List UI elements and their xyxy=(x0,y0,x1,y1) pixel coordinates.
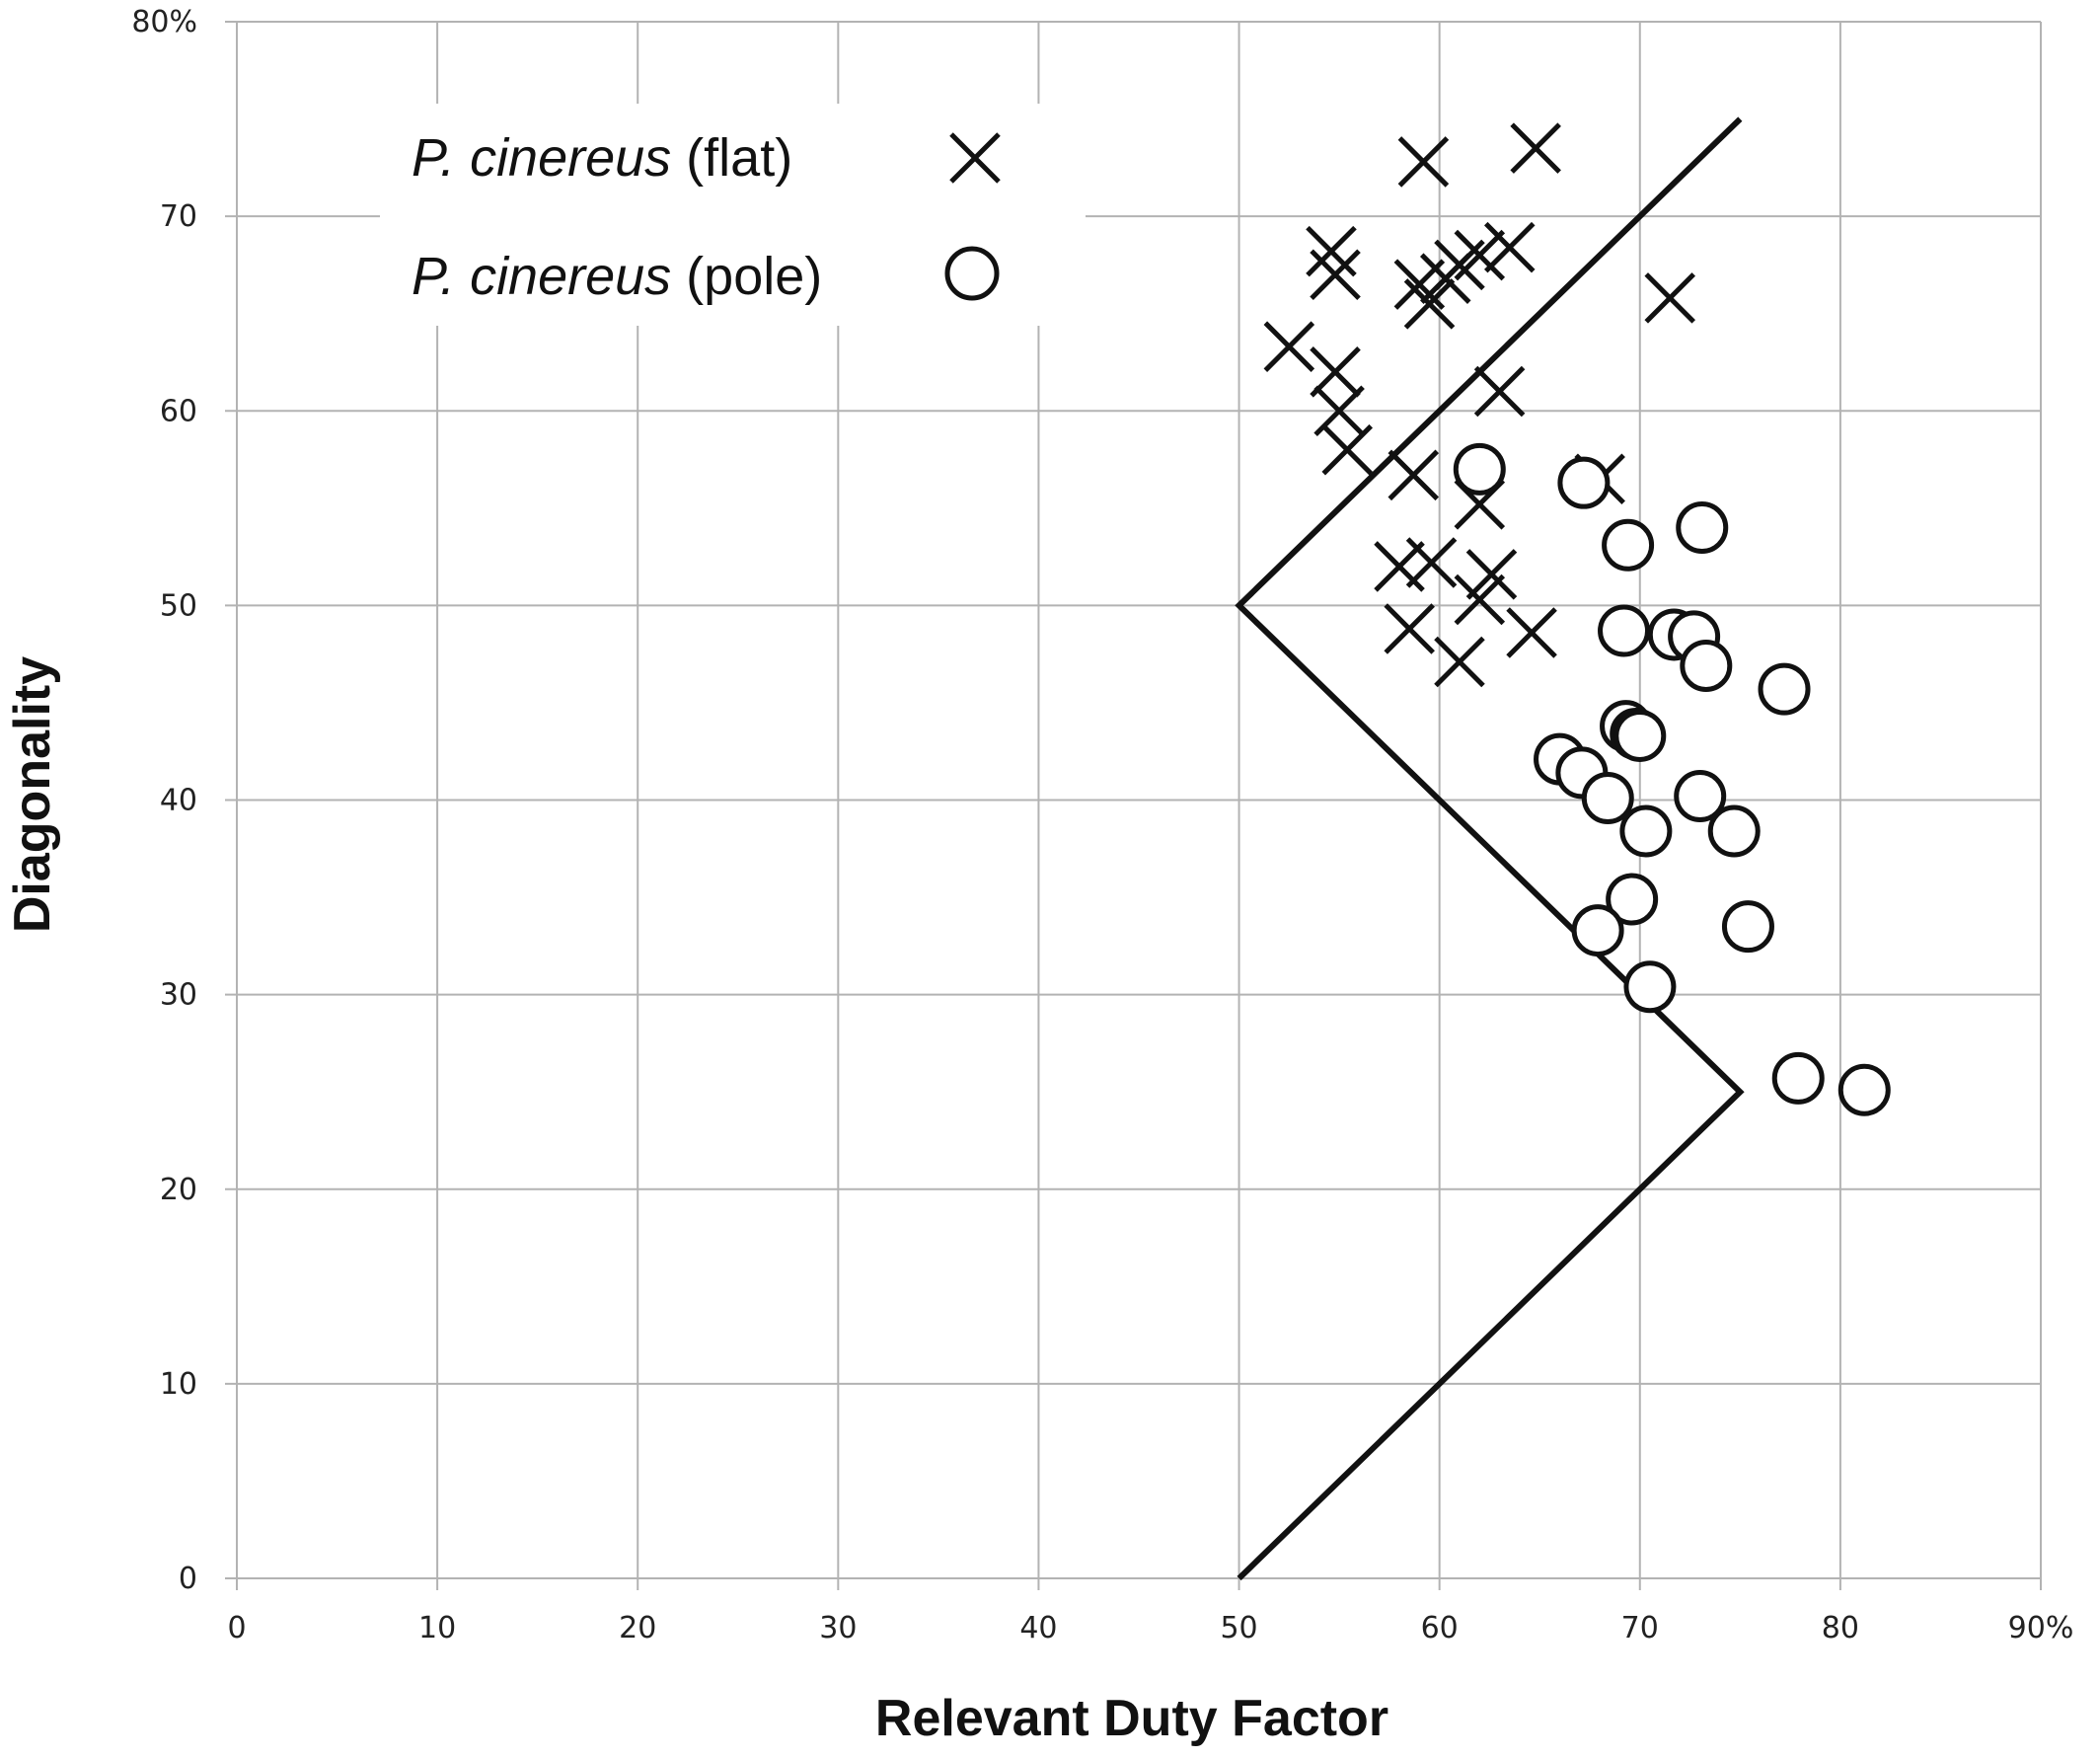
y-tick-label: 50 xyxy=(160,588,197,623)
y-tick-label: 80% xyxy=(131,5,197,39)
data-points xyxy=(1263,122,1891,1116)
pole-point-circle-mark xyxy=(1453,442,1506,496)
flat-point-x-mark xyxy=(1454,574,1506,626)
flat-point-x-mark xyxy=(1263,321,1315,372)
pole-point-circle-mark xyxy=(1602,518,1655,572)
y-tick-label: 0 xyxy=(179,1562,197,1596)
flat-point-x-mark xyxy=(1473,365,1526,418)
pole-point-circle-mark xyxy=(1623,960,1677,1014)
legend-label-flat: P. cinereus (flat) xyxy=(412,128,792,188)
x-tick-label: 30 xyxy=(819,1611,857,1645)
pole-point-circle-mark xyxy=(1557,456,1611,509)
legend-label-pole: P. cinereus (pole) xyxy=(412,247,822,306)
flat-point-x-mark xyxy=(1483,221,1536,273)
x-axis-title: Relevant Duty Factor xyxy=(875,1690,1388,1747)
pole-point-circle-mark xyxy=(1571,904,1624,957)
flat-point-x-mark xyxy=(1644,272,1696,324)
y-tick-label: 10 xyxy=(160,1367,197,1402)
pole-point-circle-mark xyxy=(1838,1063,1891,1116)
boundary-line xyxy=(1235,116,1745,1581)
x-tick-label: 10 xyxy=(418,1611,456,1645)
pole-point-circle-mark xyxy=(1598,604,1651,657)
flat-point-x-mark xyxy=(1454,229,1506,281)
pole-point-circle-mark xyxy=(1758,662,1811,716)
y-tick-label: 40 xyxy=(160,784,197,818)
flat-point-x-mark xyxy=(1465,549,1518,600)
legend-circle-marker xyxy=(944,246,1000,301)
flat-point-x-mark xyxy=(1306,225,1357,277)
x-tick-label: 50 xyxy=(1220,1611,1257,1645)
flat-point-x-mark xyxy=(1434,636,1485,688)
pole-point-circle-mark xyxy=(1771,1051,1825,1105)
x-tick-label: 90% xyxy=(2008,1611,2074,1645)
flat-point-x-mark xyxy=(1506,607,1557,658)
x-tick-label: 70 xyxy=(1621,1611,1659,1645)
legend: P. cinereus (flat) P. cinereus (pole) xyxy=(380,104,1086,326)
pole-point-circle-mark xyxy=(1619,804,1673,858)
pole-point-circle-mark xyxy=(1581,772,1634,825)
flat-point-x-mark xyxy=(1321,423,1374,476)
x-tick-label: 80 xyxy=(1822,1611,1859,1645)
y-axis-title: Diagonality xyxy=(4,656,61,933)
pole-point-circle-mark xyxy=(1613,709,1667,762)
flat-point-x-mark xyxy=(1384,603,1435,654)
flat-point-x-mark xyxy=(1403,278,1456,330)
flat-point-x-mark xyxy=(1405,537,1458,588)
flat-point-x-mark xyxy=(1388,449,1440,501)
y-tick-label: 70 xyxy=(160,199,197,234)
x-tick-label: 40 xyxy=(1019,1611,1057,1645)
flat-point-x-mark xyxy=(1310,249,1361,301)
pole-point-circle-mark xyxy=(1606,873,1659,926)
flat-point-x-mark xyxy=(1397,136,1450,188)
pole-point-circle-mark xyxy=(1674,770,1727,823)
flat-point-x-mark xyxy=(1510,122,1561,174)
x-tick-label: 60 xyxy=(1421,1611,1459,1645)
y-tick-label: 60 xyxy=(160,394,197,428)
pole-point-circle-mark xyxy=(1707,804,1761,858)
pole-point-circle-mark xyxy=(1676,501,1729,555)
tick-labels: 0 10 20 30 40 50 60 70 80 90% 0 10 20 30 40 50 60 70 80% xyxy=(131,5,2073,1645)
y-tick-label: 20 xyxy=(160,1173,197,1207)
x-tick-label: 0 xyxy=(227,1611,246,1645)
legend-x-marker xyxy=(949,132,1001,184)
y-tick-label: 30 xyxy=(160,978,197,1013)
pole-point-circle-mark xyxy=(1721,900,1774,954)
boundary-line-layer xyxy=(1235,116,1745,1581)
x-tick-label: 20 xyxy=(619,1611,656,1645)
pole-point-circle-mark xyxy=(1680,639,1733,692)
grid-lines xyxy=(225,21,2042,1590)
